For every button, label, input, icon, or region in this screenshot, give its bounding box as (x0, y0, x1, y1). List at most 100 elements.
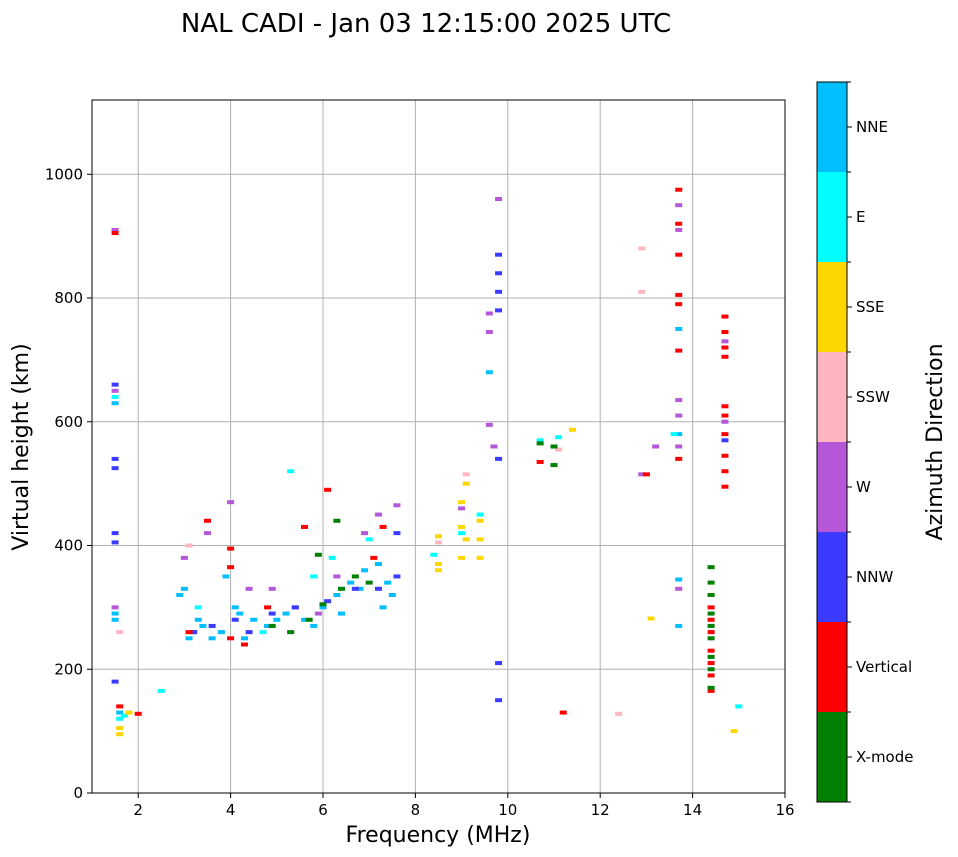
data-point-nne (236, 611, 244, 616)
data-point-x-mode (536, 441, 544, 446)
data-point-x-mode (268, 623, 276, 628)
data-point-nne (250, 617, 258, 622)
data-point-sse (116, 726, 124, 731)
grid-lines (92, 100, 785, 793)
colorbar-segment (817, 442, 847, 532)
data-point-nnw (374, 586, 382, 591)
data-point-vertical (675, 221, 683, 226)
data-point-nne (361, 568, 369, 573)
data-point-nne (111, 617, 119, 622)
colorbar-tick-label: SSE (856, 298, 885, 316)
data-point-vertical (721, 453, 729, 458)
data-point-nnw (495, 308, 503, 313)
data-point-ssw (615, 711, 623, 716)
data-point-vertical (324, 487, 332, 492)
x-tick-label: 12 (591, 801, 610, 819)
data-point-w (485, 311, 493, 316)
y-tick-label: 0 (73, 784, 83, 802)
data-point-w (652, 444, 660, 449)
data-point-nne (282, 611, 290, 616)
data-point-ssw (435, 540, 442, 545)
data-point-x-mode (550, 444, 558, 449)
data-point-sse (435, 534, 442, 539)
data-point-ssw (185, 543, 193, 548)
colorbar-tick-label: W (856, 478, 871, 496)
data-point-vertical (721, 330, 729, 335)
data-point-nnw (245, 630, 253, 635)
data-point-nnw (208, 623, 216, 628)
data-point-vertical (379, 524, 387, 529)
data-point-nnw (111, 540, 119, 545)
data-point-e (120, 713, 128, 718)
data-point-nnw (721, 438, 729, 443)
data-point-w (111, 388, 119, 393)
data-point-vertical (370, 555, 378, 560)
data-point-nne (333, 593, 341, 597)
data-point-nne (111, 401, 119, 406)
data-point-nne (185, 636, 193, 641)
data-point-sse (458, 555, 466, 560)
data-point-x-mode (319, 602, 327, 607)
data-point-vertical (707, 673, 715, 678)
data-point-vertical (721, 354, 729, 359)
data-point-nne (379, 605, 387, 610)
data-point-nne (388, 593, 396, 597)
colorbar-tick-label: SSW (856, 388, 890, 406)
data-point-w (490, 444, 498, 449)
data-point-w (638, 472, 646, 477)
data-point-x-mode (351, 574, 359, 579)
data-point-nne (675, 623, 683, 628)
data-point-e (536, 438, 544, 443)
y-tick-label: 1000 (45, 165, 83, 183)
data-point-vertical (240, 642, 248, 647)
colorbar-tick-label: X-mode (856, 748, 913, 766)
colorbar-segment (817, 712, 847, 802)
data-point-nne (319, 605, 327, 610)
data-point-x-mode (314, 552, 322, 557)
data-point-nne (347, 580, 355, 585)
data-point-sse (647, 616, 655, 621)
plot-frame (91, 99, 786, 794)
data-point-nne (231, 605, 239, 610)
data-point-nnw (111, 466, 119, 471)
data-point-w (485, 422, 493, 427)
data-point-vertical (116, 704, 124, 709)
data-point-e (287, 469, 295, 474)
data-point-w (675, 398, 683, 403)
data-point-vertical (227, 636, 235, 641)
data-point-e (476, 512, 484, 517)
x-axis-ticks: 2 4 6 8 10 12 14 16 (133, 793, 795, 819)
data-point-vertical (675, 456, 683, 461)
x-tick-label: 8 (411, 801, 421, 819)
data-point-e (670, 432, 678, 437)
data-point-x-mode (337, 586, 345, 591)
data-point-x-mode (707, 667, 715, 672)
data-point-e (194, 605, 202, 610)
data-point-w (675, 444, 683, 449)
data-point-nnw (111, 531, 119, 536)
data-point-vertical (134, 711, 142, 716)
data-point-vertical (675, 292, 683, 297)
data-point-vertical (642, 472, 650, 477)
data-point-vertical (707, 661, 715, 666)
data-point-vertical (227, 546, 235, 551)
colorbar-label: Azimuth Direction (923, 343, 948, 540)
data-point-vertical (675, 187, 683, 192)
x-axis-label: Frequency (MHz) (346, 823, 531, 848)
data-point-nne (240, 636, 248, 641)
data-point-nnw (495, 252, 503, 257)
x-tick-label: 2 (133, 801, 143, 819)
data-point-vertical (185, 630, 193, 635)
data-point-nne (337, 611, 345, 616)
colorbar-frame (816, 81, 848, 803)
data-point-x-mode (305, 617, 313, 622)
data-point-e (328, 555, 336, 560)
data-point-nnw (495, 289, 503, 294)
data-point-e (430, 552, 438, 557)
data-point-w (227, 500, 235, 505)
data-point-w (111, 227, 119, 232)
data-point-w (675, 586, 683, 591)
colorbar-tick-label: E (856, 208, 865, 226)
data-point-vertical (721, 469, 729, 474)
